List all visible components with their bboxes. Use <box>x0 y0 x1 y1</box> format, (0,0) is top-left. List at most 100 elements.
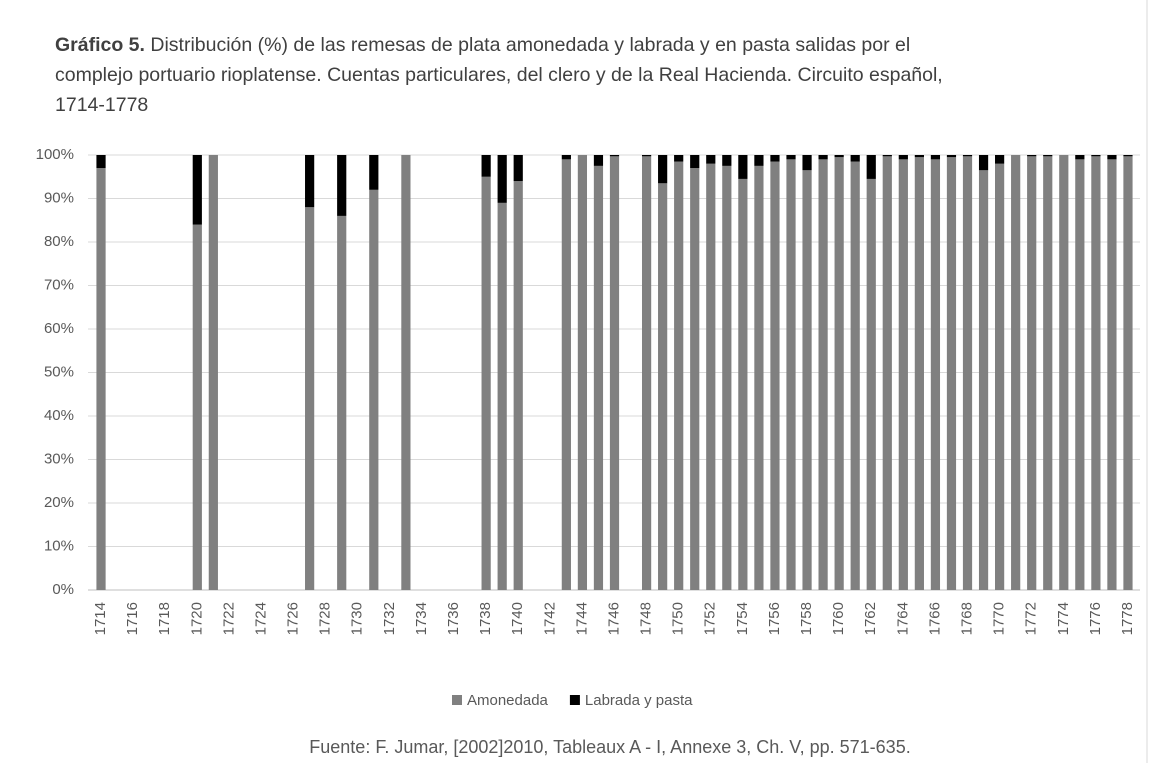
bar-segment <box>561 155 571 160</box>
x-tick-label: 1730 <box>349 602 366 635</box>
bar-segment <box>609 156 620 590</box>
bar-segment <box>641 156 652 590</box>
bar-segment <box>850 161 860 590</box>
bar-segment <box>946 155 957 158</box>
x-tick-label: 1724 <box>252 602 269 635</box>
chart-title: Distribución (%) de las remesas de plata… <box>55 34 943 116</box>
legend-label: Amonedada <box>467 692 549 709</box>
bar-segment <box>96 155 106 169</box>
bar-segment <box>754 155 764 166</box>
y-tick-label: 80% <box>44 233 74 250</box>
bar-segment <box>962 156 973 590</box>
bar-segment <box>802 170 812 590</box>
bar-segment <box>641 155 652 157</box>
bar-segment <box>561 159 571 590</box>
bar-segment <box>818 155 828 160</box>
bar-segment <box>1043 156 1053 590</box>
x-tick-label: 1762 <box>862 602 879 635</box>
bar-segment <box>995 155 1005 164</box>
bar-segment <box>593 155 604 166</box>
x-tick-label: 1738 <box>477 602 494 635</box>
x-tick-label: 1720 <box>188 602 205 635</box>
bar-segment <box>497 155 507 203</box>
x-tick-label: 1766 <box>926 602 943 635</box>
x-tick-label: 1734 <box>413 602 430 635</box>
bar-segment <box>882 156 892 590</box>
bar-segment <box>690 155 700 169</box>
bar-segment <box>305 207 315 590</box>
bar-segment <box>1123 155 1133 157</box>
bar-segment <box>770 161 780 590</box>
bar-segment <box>401 155 411 590</box>
bar-segment <box>722 155 732 166</box>
x-tick-label: 1758 <box>798 602 815 635</box>
bar-segment <box>513 155 523 182</box>
chart-title-prefix: Gráfico 5. <box>55 34 145 56</box>
chart-title-block: Gráfico 5. Distribución (%) de las remes… <box>55 30 965 120</box>
bar-segment <box>497 202 507 590</box>
bar-segment <box>337 155 347 216</box>
y-tick-label: 50% <box>44 363 74 380</box>
bar-segment <box>898 155 908 160</box>
bar-segment <box>770 155 780 162</box>
bar-segment <box>722 165 732 590</box>
bar-segment <box>1043 155 1053 157</box>
bar-segment <box>738 178 748 591</box>
y-tick-label: 100% <box>36 146 74 163</box>
bar-segment <box>513 181 523 590</box>
source-note: Fuente: F. Jumar, [2002]2010, Tableaux A… <box>309 737 910 757</box>
x-tick-label: 1714 <box>92 602 109 635</box>
bar-segment <box>818 159 828 590</box>
bar-segment <box>786 155 796 160</box>
y-tick-label: 30% <box>44 450 74 467</box>
y-tick-label: 10% <box>44 537 74 554</box>
x-tick-label: 1726 <box>285 602 302 635</box>
bar-segment <box>1075 155 1085 160</box>
x-tick-label: 1722 <box>220 602 237 635</box>
legend-swatch <box>569 695 580 705</box>
bar-segment <box>192 155 202 225</box>
y-tick-label: 60% <box>44 320 74 337</box>
bar-segment <box>192 224 202 590</box>
bar-segment <box>1123 156 1133 590</box>
bar-segment <box>674 161 684 590</box>
bar-segment <box>706 155 716 164</box>
bar-segment <box>658 155 668 184</box>
x-tick-label: 1770 <box>991 602 1008 635</box>
bar-segment <box>962 155 973 157</box>
x-tick-label: 1774 <box>1055 602 1072 635</box>
y-tick-label: 70% <box>44 276 74 293</box>
bar-segment <box>866 155 876 179</box>
x-tick-label: 1778 <box>1119 602 1136 635</box>
x-tick-label: 1746 <box>605 602 622 635</box>
x-tick-label: 1742 <box>541 602 558 635</box>
bar-segment <box>898 159 908 590</box>
x-tick-label: 1772 <box>1023 602 1040 635</box>
bar-segment <box>674 155 684 162</box>
x-tick-label: 1768 <box>958 602 975 635</box>
bar-segment <box>481 176 491 590</box>
bar-segment <box>1091 156 1101 590</box>
x-tick-label: 1728 <box>317 602 334 635</box>
x-tick-label: 1716 <box>124 602 141 635</box>
bar-segment <box>802 155 812 171</box>
bar-segment <box>834 155 844 158</box>
x-tick-label: 1760 <box>830 602 847 635</box>
bar-segment <box>914 155 924 158</box>
bar-segment <box>593 165 604 590</box>
bar-segment <box>930 155 941 160</box>
x-tick-label: 1748 <box>638 602 655 635</box>
bar-segment <box>305 155 315 208</box>
bar-segment <box>1107 159 1117 590</box>
bar-segment <box>706 163 716 590</box>
bar-segment <box>481 155 491 177</box>
bar-segment <box>369 155 379 190</box>
bar-segment <box>208 155 218 590</box>
x-tick-label: 1736 <box>445 602 462 635</box>
bar-segment <box>946 157 957 591</box>
x-tick-label: 1740 <box>509 602 526 635</box>
bar-segment <box>577 155 588 590</box>
y-tick-label: 20% <box>44 494 74 511</box>
x-tick-label: 1732 <box>381 602 398 635</box>
